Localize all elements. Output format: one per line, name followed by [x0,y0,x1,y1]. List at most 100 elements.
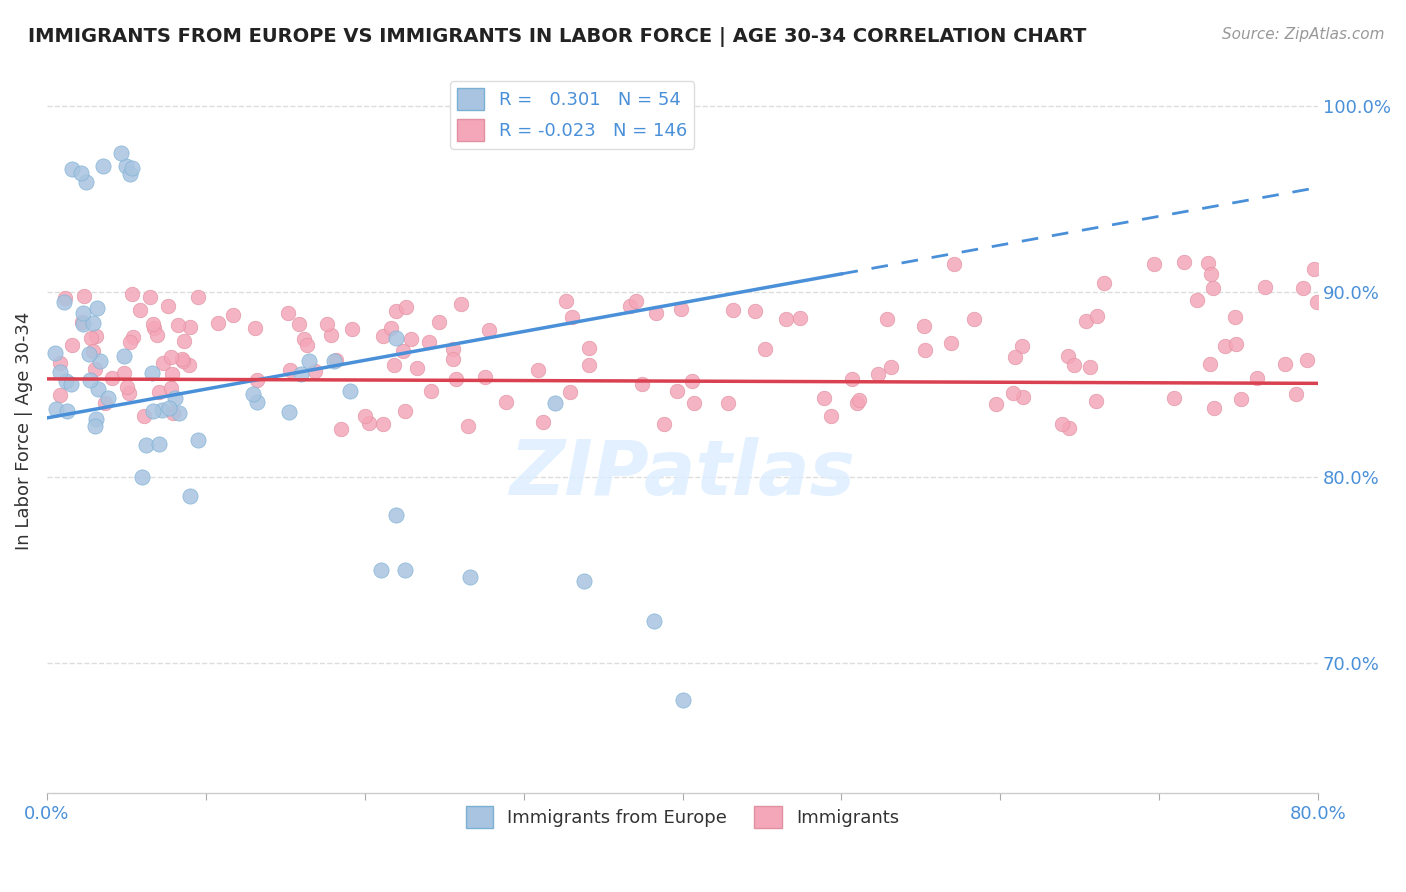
Point [162,406,184,420]
Point [84,362,107,376]
Point [671,693,693,707]
Point [91,159,114,173]
Point [914,343,936,357]
Point [1163,392,1185,406]
Point [152,355,174,369]
Point [1285,387,1308,401]
Point [531,415,554,429]
Point [1143,257,1166,271]
Point [721,302,744,317]
Point [912,319,935,334]
Point [121,161,143,175]
Point [141,366,163,380]
Point [1011,339,1033,353]
Point [44,346,66,360]
Point [87,382,110,396]
Point [681,374,703,388]
Point [717,396,740,410]
Point [1246,371,1268,385]
Point [775,312,797,326]
Point [80,331,103,345]
Point [1173,254,1195,268]
Point [148,385,170,400]
Point [1213,338,1236,352]
Y-axis label: In Labor Force | Age 30-34: In Labor Force | Age 30-34 [15,311,32,550]
Point [841,372,863,386]
Point [813,391,835,405]
Point [845,395,868,409]
Point [278,363,301,377]
Point [86,301,108,315]
Point [371,417,394,431]
Point [121,286,143,301]
Point [474,370,496,384]
Point [941,336,963,351]
Point [385,304,408,318]
Point [1197,256,1219,270]
Point [72,317,94,331]
Point [142,317,165,331]
Point [167,406,190,420]
Point [187,290,209,304]
Point [325,353,347,368]
Point [1303,262,1326,277]
Point [371,328,394,343]
Point [626,294,648,309]
Point [478,323,501,337]
Point [242,386,264,401]
Point [339,384,361,399]
Point [1050,417,1073,432]
Point [179,320,201,334]
Point [561,310,583,324]
Point [526,363,548,377]
Point [880,359,903,374]
Point [654,417,676,431]
Point [1225,337,1247,351]
Point [79,373,101,387]
Point [385,508,408,522]
Point [380,320,402,334]
Point [1092,276,1115,290]
Point [60,377,83,392]
Point [444,372,467,386]
Point [131,470,153,484]
Point [82,317,104,331]
Point [60,161,83,176]
Point [1059,421,1081,435]
Point [1306,294,1329,309]
Point [1296,352,1319,367]
Point [1063,358,1085,372]
Point [75,175,97,189]
Point [1201,267,1223,281]
Point [789,310,811,325]
Point [619,299,641,313]
Point [1004,350,1026,364]
Point [427,315,450,329]
Point [544,396,567,410]
Point [53,291,76,305]
Point [112,349,135,363]
Point [357,416,380,430]
Point [665,384,688,398]
Point [669,301,692,316]
Point [139,291,162,305]
Point [82,343,104,358]
Point [167,318,190,332]
Point [644,306,666,320]
Point [322,354,344,368]
Point [72,306,94,320]
Point [110,145,132,160]
Point [118,334,141,349]
Point [49,356,72,370]
Point [495,395,517,409]
Point [1223,310,1246,324]
Point [114,366,136,380]
Point [558,385,581,400]
Point [146,327,169,342]
Point [118,168,141,182]
Point [578,341,600,355]
Point [458,570,481,584]
Point [401,332,423,346]
Point [820,409,842,424]
Point [287,318,309,332]
